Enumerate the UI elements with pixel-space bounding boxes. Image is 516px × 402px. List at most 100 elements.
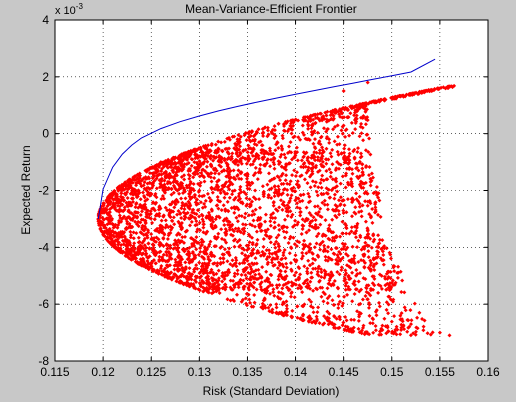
portfolio-point — [175, 255, 180, 259]
portfolio-point — [355, 309, 360, 314]
portfolio-point — [274, 283, 279, 288]
portfolio-point — [220, 286, 225, 291]
portfolio-point — [323, 218, 328, 223]
portfolio-point — [365, 118, 370, 123]
portfolio-point — [106, 202, 111, 207]
portfolio-point — [278, 154, 283, 159]
portfolio-point — [230, 134, 235, 139]
portfolio-point — [311, 165, 316, 170]
portfolio-point — [135, 195, 139, 200]
portfolio-point — [230, 258, 235, 263]
portfolio-point — [283, 256, 288, 261]
portfolio-point — [187, 185, 192, 190]
portfolio-point — [214, 271, 219, 276]
portfolio-point — [186, 154, 191, 159]
portfolio-point — [254, 143, 259, 147]
portfolio-point — [370, 220, 375, 225]
portfolio-point — [380, 238, 385, 243]
portfolio-point — [272, 190, 277, 195]
portfolio-point — [312, 320, 317, 325]
portfolio-point — [259, 222, 264, 227]
portfolio-point — [216, 288, 221, 292]
portfolio-point — [340, 124, 345, 129]
portfolio-point — [187, 206, 192, 211]
portfolio-point — [319, 275, 324, 279]
portfolio-point — [145, 259, 150, 263]
portfolio-point — [382, 316, 387, 321]
portfolio-point — [210, 215, 215, 220]
portfolio-point — [198, 183, 203, 188]
portfolio-point — [138, 246, 143, 251]
portfolio-point — [245, 281, 250, 286]
portfolio-point — [321, 299, 326, 304]
portfolio-point — [175, 212, 180, 217]
portfolio-point — [172, 178, 177, 182]
portfolio-point — [236, 168, 241, 173]
portfolio-point — [176, 169, 181, 174]
portfolio-point — [188, 216, 193, 221]
portfolio-point — [326, 245, 331, 249]
portfolio-point — [265, 134, 270, 139]
portfolio-point — [275, 266, 280, 271]
portfolio-point — [285, 213, 290, 218]
portfolio-point — [274, 235, 279, 240]
portfolio-point — [266, 195, 271, 200]
portfolio-point — [140, 225, 145, 230]
portfolio-point — [260, 304, 265, 309]
portfolio-point — [261, 131, 265, 136]
portfolio-point — [345, 180, 350, 185]
portfolio-point — [165, 246, 170, 251]
portfolio-point — [168, 246, 173, 251]
portfolio-point — [235, 174, 240, 178]
portfolio-point — [307, 211, 312, 215]
portfolio-point — [352, 231, 357, 236]
portfolio-point — [323, 157, 328, 162]
portfolio-point — [233, 141, 238, 146]
portfolio-point — [216, 187, 221, 192]
portfolio-point — [393, 280, 398, 285]
portfolio-point — [238, 187, 242, 192]
portfolio-point — [284, 173, 289, 178]
portfolio-point — [369, 178, 374, 183]
portfolio-point — [176, 160, 181, 165]
portfolio-point — [210, 225, 215, 230]
portfolio-point — [449, 84, 454, 89]
portfolio-point — [309, 130, 314, 134]
portfolio-point — [367, 199, 372, 203]
portfolio-point — [209, 270, 213, 275]
x-tick-label: 0.125 — [136, 365, 166, 379]
portfolio-point — [155, 226, 160, 231]
portfolio-point — [181, 158, 185, 163]
portfolio-point — [344, 280, 349, 285]
portfolio-point — [257, 197, 262, 202]
portfolio-point — [246, 143, 251, 148]
portfolio-point — [359, 151, 363, 156]
portfolio-point — [392, 269, 397, 274]
portfolio-point — [367, 332, 372, 337]
portfolio-point — [122, 235, 127, 240]
portfolio-point — [138, 244, 143, 249]
portfolio-point — [245, 171, 250, 176]
portfolio-point — [272, 184, 277, 189]
portfolio-point — [204, 164, 209, 169]
portfolio-point — [314, 286, 318, 291]
portfolio-point — [178, 259, 183, 264]
portfolio-point — [307, 228, 311, 233]
portfolio-point — [345, 107, 350, 112]
portfolio-point — [367, 212, 372, 217]
portfolio-point — [181, 274, 186, 279]
portfolio-point — [147, 254, 152, 259]
portfolio-point — [235, 272, 240, 276]
portfolio-point — [228, 278, 233, 283]
portfolio-point — [247, 156, 252, 161]
portfolio-point — [267, 171, 271, 176]
portfolio-point — [225, 164, 230, 168]
portfolio-point — [176, 165, 181, 170]
portfolio-point — [319, 162, 324, 167]
portfolio-point — [125, 196, 130, 200]
portfolio-point — [189, 219, 194, 224]
portfolio-point — [272, 162, 277, 167]
portfolio-point — [259, 275, 264, 280]
portfolio-point — [435, 86, 440, 91]
